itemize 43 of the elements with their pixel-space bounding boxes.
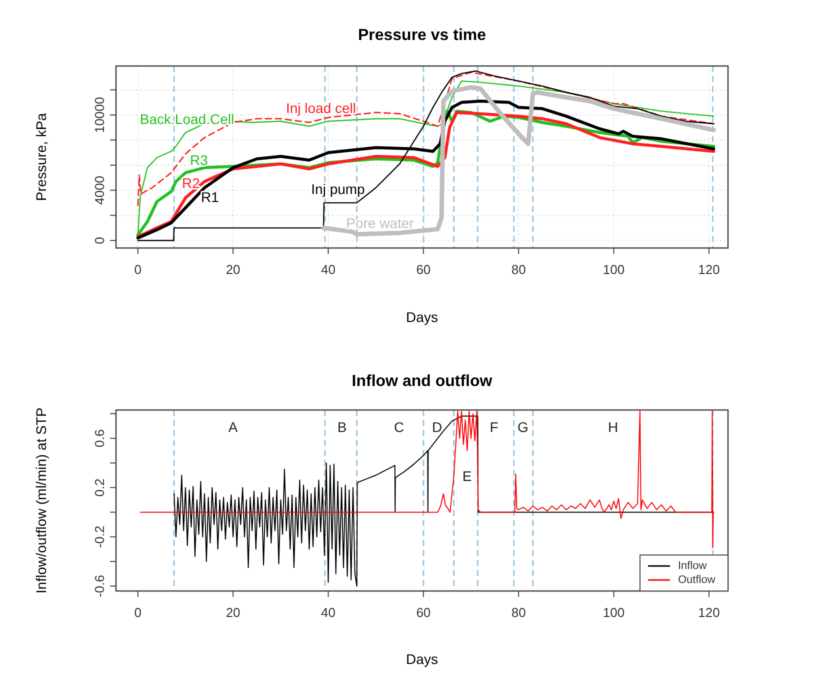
annotation: G — [518, 419, 528, 435]
chart-title: Pressure vs time — [358, 27, 486, 44]
series-label: R3 — [190, 152, 208, 168]
y-tick-label: 0 — [92, 236, 107, 244]
annotation: E — [462, 468, 472, 484]
x-tick-label: 100 — [602, 262, 625, 277]
series-label: Inj pump — [311, 181, 366, 197]
annotation: B — [337, 419, 347, 435]
legend-label: Inflow — [678, 560, 707, 572]
y-tick-label: 10000 — [92, 96, 107, 134]
annotation: D — [432, 419, 442, 435]
x-tick-label: 120 — [698, 262, 720, 277]
y-tick-label: 0.6 — [92, 429, 107, 448]
x-tick-label: 40 — [321, 605, 336, 620]
chart-title: Inflow and outflow — [352, 373, 493, 390]
x-tick-label: 60 — [416, 262, 431, 277]
x-tick-label: 0 — [134, 605, 142, 620]
annotation: H — [608, 419, 618, 435]
x-tick-label: 0 — [134, 262, 142, 277]
annotation: F — [490, 419, 498, 435]
x-tick-label: 80 — [511, 262, 526, 277]
x-axis-title: Days — [406, 309, 438, 325]
y-axis-title: Inflow/outflow (ml/min) at STP — [33, 408, 49, 594]
y-tick-label: 0.2 — [92, 478, 107, 497]
x-axis-title: Days — [406, 651, 438, 667]
series-label: Back.Load.Cell — [140, 111, 234, 127]
x-tick-label: 80 — [511, 605, 526, 620]
legend-label: Outflow — [678, 574, 716, 586]
y-tick-label: -0.2 — [92, 526, 107, 548]
series-label: R1 — [201, 189, 220, 205]
y-tick-label: 4000 — [92, 176, 107, 205]
y-tick-label: -0.6 — [92, 574, 107, 598]
x-tick-label: 20 — [226, 262, 240, 277]
series-label: Inj load cell — [286, 100, 356, 116]
y-axis-title: Pressure, kPa — [33, 112, 49, 201]
x-tick-label: 60 — [416, 605, 431, 620]
annotation: C — [394, 419, 404, 435]
x-tick-label: 40 — [321, 262, 336, 277]
annotation: A — [228, 419, 238, 435]
x-tick-label: 120 — [698, 605, 720, 620]
series-label: Pore water — [346, 215, 414, 231]
x-tick-label: 20 — [226, 605, 240, 620]
x-tick-label: 100 — [602, 605, 625, 620]
